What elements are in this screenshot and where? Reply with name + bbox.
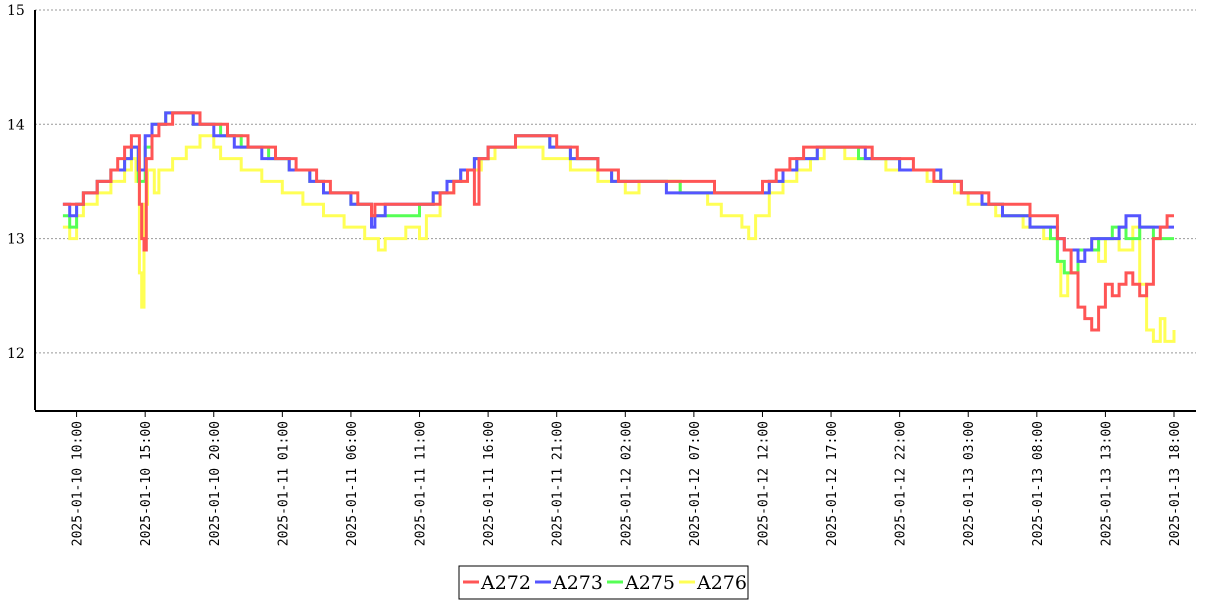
x-tick-label: 2025-01-13 13:00 bbox=[1099, 421, 1114, 546]
legend-label-a275: A275 bbox=[624, 572, 675, 594]
series-line-a276 bbox=[62, 134, 1176, 343]
legend-box bbox=[458, 565, 749, 600]
legend-label-a276: A276 bbox=[696, 572, 747, 594]
x-tick-label: 2025-01-11 06:00 bbox=[345, 421, 360, 546]
x-tick-label: 2025-01-10 20:00 bbox=[208, 421, 223, 546]
x-tick-label: 2025-01-10 15:00 bbox=[139, 421, 154, 546]
x-tick-label: 2025-01-13 08:00 bbox=[1031, 421, 1046, 546]
x-tick-label: 2025-01-12 17:00 bbox=[825, 421, 840, 546]
x-tick-label: 2025-01-11 11:00 bbox=[414, 421, 429, 546]
x-tick-label: 2025-01-12 02:00 bbox=[619, 421, 634, 546]
x-tick-label: 2025-01-12 22:00 bbox=[894, 421, 909, 546]
x-tick-label: 2025-01-10 10:00 bbox=[71, 421, 86, 546]
x-tick-label: 2025-01-13 18:00 bbox=[1168, 421, 1183, 546]
legend: A272 A273 A275 A276 bbox=[458, 565, 749, 600]
y-tick-label: 12 bbox=[7, 346, 25, 362]
x-tick-label: 2025-01-12 07:00 bbox=[688, 421, 703, 546]
y-tick-label: 15 bbox=[7, 3, 25, 19]
y-tick-label: 13 bbox=[7, 232, 25, 248]
x-tick-label: 2025-01-13 03:00 bbox=[962, 421, 977, 546]
x-tick-label: 2025-01-11 21:00 bbox=[551, 421, 566, 546]
x-tick-label: 2025-01-11 01:00 bbox=[276, 421, 291, 546]
y-tick-labels: 12 13 14 15 bbox=[7, 3, 25, 362]
x-tick-label: 2025-01-12 12:00 bbox=[756, 421, 771, 546]
x-tick-labels: 2025-01-10 10:00 2025-01-10 15:00 2025-01-… bbox=[71, 411, 1183, 546]
legend-label-a273: A273 bbox=[552, 572, 603, 594]
series-line-a272 bbox=[62, 111, 1174, 332]
legend-label-a272: A272 bbox=[480, 572, 531, 594]
series-layer bbox=[62, 111, 1176, 343]
y-tick-label: 14 bbox=[7, 117, 25, 133]
x-tick-label: 2025-01-11 16:00 bbox=[482, 421, 497, 546]
axes bbox=[34, 10, 1196, 412]
